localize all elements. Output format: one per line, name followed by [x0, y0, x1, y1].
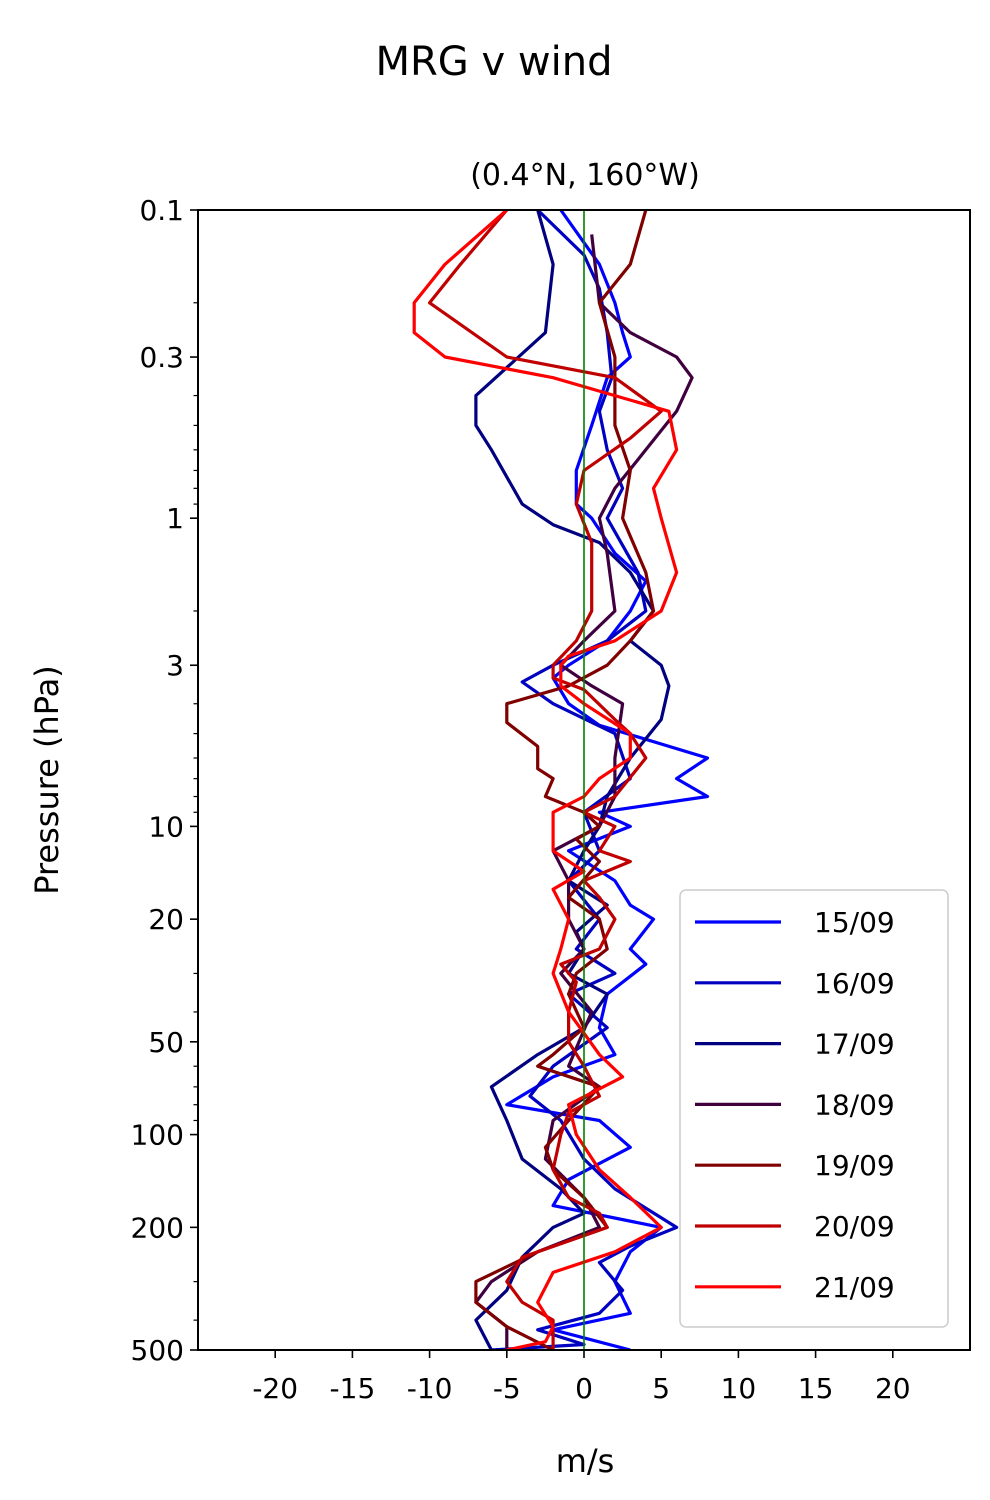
legend-label: 19/09: [814, 1149, 895, 1182]
x-axis-ticks: -20 -15 -10 -5 0 5 10 15 20: [252, 1350, 911, 1405]
x-tick-label: 15: [798, 1372, 834, 1405]
x-tick-label: -15: [330, 1372, 376, 1405]
y-tick-label: 100: [131, 1119, 184, 1152]
legend-label: 18/09: [814, 1088, 895, 1121]
legend: 15/09 16/09 17/09 18/09 19/09 20/09 21/09: [679, 889, 949, 1328]
y-tick-label: 0.3: [139, 341, 184, 374]
x-tick-label: -20: [252, 1372, 298, 1405]
x-tick-label: 10: [721, 1372, 757, 1405]
y-tick-label: 200: [131, 1211, 184, 1244]
y-tick-label: 0.1: [139, 194, 184, 227]
legend-label: 20/09: [814, 1210, 895, 1243]
x-axis-label: m/s: [556, 1442, 615, 1480]
y-tick-label: 3: [166, 649, 184, 682]
x-tick-label: 5: [652, 1372, 670, 1405]
y-tick-label: 1: [166, 502, 184, 535]
legend-items: 15/09 16/09 17/09 18/09 19/09 20/09 21/09: [695, 906, 895, 1304]
legend-label: 16/09: [814, 967, 895, 1000]
x-tick-label: 20: [875, 1372, 911, 1405]
series-layer: [412, 210, 710, 1350]
figure-suptitle: MRG v wind: [376, 39, 613, 85]
x-tick-label: 0: [575, 1372, 593, 1405]
legend-label: 21/09: [814, 1271, 895, 1304]
legend-frame: [679, 889, 949, 1328]
x-tick-label: -10: [407, 1372, 453, 1405]
y-axis-label: Pressure (hPa): [28, 665, 66, 895]
series-line-1: [505, 210, 710, 1350]
legend-label: 15/09: [814, 906, 895, 939]
series-line-5: [474, 210, 656, 1350]
plot-area: [197, 209, 971, 1351]
series-line-7: [412, 210, 679, 1350]
y-axis-ticks: 0.1 0.3 1 3 10 20 50 100 200 500: [131, 194, 198, 1367]
y-tick-label: 20: [148, 903, 184, 936]
y-tick-label: 10: [148, 810, 184, 843]
x-tick-label: -5: [493, 1372, 521, 1405]
y-tick-label: 50: [148, 1026, 184, 1059]
legend-label: 17/09: [814, 1028, 895, 1061]
axes-title: (0.4°N, 160°W): [470, 158, 700, 193]
y-tick-label: 500: [131, 1334, 184, 1367]
series-line-6: [428, 210, 663, 1350]
